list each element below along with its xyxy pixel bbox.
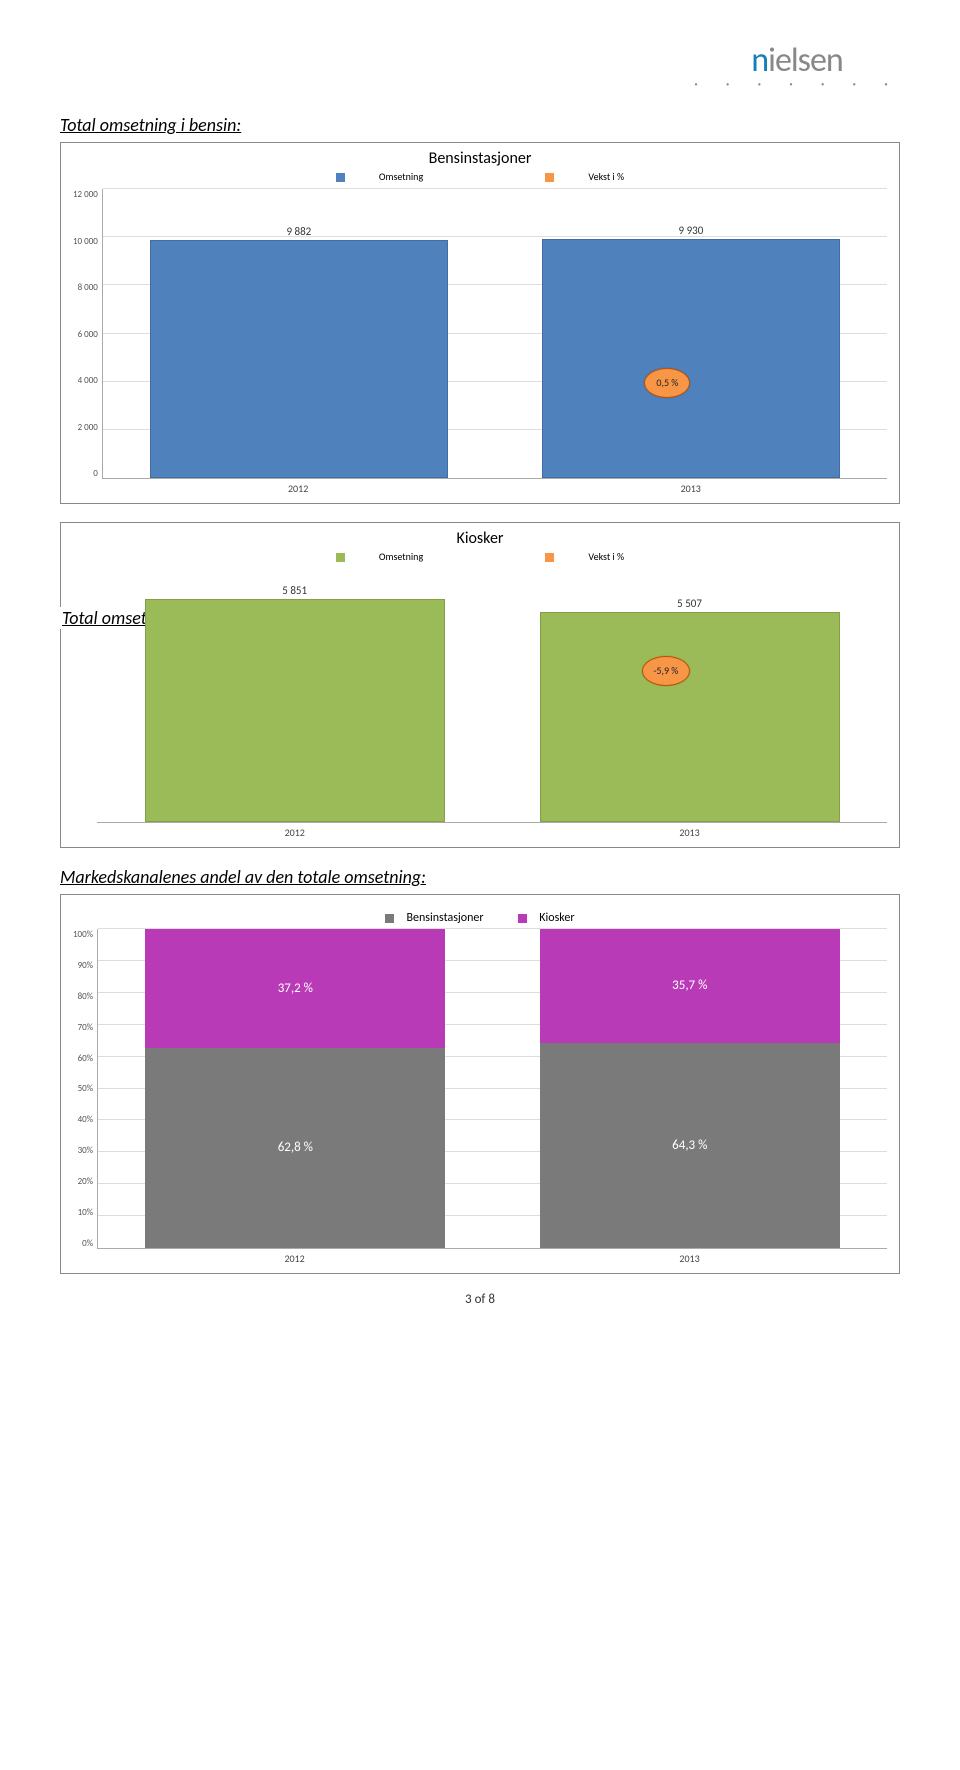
chart3-bar-1: 35,7 %64,3 % xyxy=(540,929,840,1248)
legend-box-kiosk3 xyxy=(518,914,527,923)
section-title-bensin: Total omsetning i bensin: xyxy=(60,114,900,136)
chart2-xlabel-1: 2013 xyxy=(679,826,699,839)
chart2-bar-label-1: 5 507 xyxy=(541,597,839,610)
legend-label-bensin3: Bensinstasjoner xyxy=(406,911,483,925)
chart2-bar-1: 5 507 xyxy=(540,612,840,822)
legend-box-vekst xyxy=(545,173,554,182)
legend-label-vekst2: Vekst i % xyxy=(588,550,624,563)
chart1-xlabel-1: 2013 xyxy=(681,482,701,495)
chart1-y-axis: 12 00010 0008 0006 0004 0002 0000 xyxy=(73,189,102,479)
chart3-y-axis: 100%90%80%70%60%50%40%30%20%10%0% xyxy=(73,929,97,1249)
chart2-bar-label-0: 5 851 xyxy=(146,584,444,597)
chart-bensinstasjoner: Bensinstasjoner Omsetning Vekst i % 12 0… xyxy=(60,142,900,504)
chart1-plot: 9 8829 9300,5 % xyxy=(102,189,887,479)
legend-label-kiosk3: Kiosker xyxy=(539,911,574,925)
page-footer: 3 of 8 xyxy=(60,1292,900,1307)
chart1-bar-label-0: 9 882 xyxy=(151,225,447,238)
chart1-bar-label-1: 9 930 xyxy=(543,224,839,237)
chart2-plot: 5 8515 507-5,9 % xyxy=(97,593,887,823)
chart3-seg-bottom-1: 64,3 % xyxy=(540,1043,840,1248)
chart3-xlabel-1: 2013 xyxy=(679,1252,699,1265)
section-title-andel: Markedskanalenes andel av den totale oms… xyxy=(60,866,900,888)
chart1-legend: Omsetning Vekst i % xyxy=(73,170,887,183)
chart1-bar-0: 9 882 xyxy=(150,240,448,478)
legend-box-vekst2 xyxy=(545,553,554,562)
chart1-bar-1: 9 930 xyxy=(542,239,840,478)
legend-label-omsetning: Omsetning xyxy=(379,170,423,183)
chart3-x-labels: 2012 2013 xyxy=(97,1252,887,1265)
legend-label-omsetning2: Omsetning xyxy=(379,550,423,563)
chart3-xlabel-0: 2012 xyxy=(284,1252,304,1265)
chart2-xlabel-0: 2012 xyxy=(285,826,305,839)
chart1-title: Bensinstasjoner xyxy=(73,149,887,168)
chart2-axes: 6 0005 0004 0003 0002 0001 0000 5 8515 5… xyxy=(73,593,887,839)
chart1-xlabel-0: 2012 xyxy=(288,482,308,495)
chart3-seg-top-1: 35,7 % xyxy=(540,929,840,1043)
chart1-vekst-badge: 0,5 % xyxy=(644,368,690,398)
chart-kiosker: Kiosker Omsetning Vekst i % Total omsetn… xyxy=(60,522,900,848)
chart2-vekst-badge: -5,9 % xyxy=(642,656,690,686)
chart2-x-labels: 2012 2013 xyxy=(97,826,887,839)
chart3-plot: 37,2 %62,8 % 35,7 %64,3 % xyxy=(97,929,887,1249)
logo-dots: · · · · · · · xyxy=(694,75,900,94)
chart1-x-labels: 2012 2013 xyxy=(102,482,887,495)
chart2-title: Kiosker xyxy=(73,529,887,548)
chart2-legend: Omsetning Vekst i % xyxy=(73,550,887,563)
chart3-axes: 100%90%80%70%60%50%40%30%20%10%0% 37,2 %… xyxy=(73,929,887,1265)
chart3-seg-bottom-0: 62,8 % xyxy=(145,1048,445,1248)
legend-label-vekst: Vekst i % xyxy=(588,170,624,183)
legend-box-omsetning xyxy=(336,173,345,182)
brand-logo: nielsen · · · · · · · xyxy=(60,40,900,94)
chart-andel: Bensinstasjoner Kiosker 100%90%80%70%60%… xyxy=(60,894,900,1274)
legend-box-omsetning2 xyxy=(336,553,345,562)
chart2-bar-0: 5 851 xyxy=(145,599,445,822)
chart3-bar-0: 37,2 %62,8 % xyxy=(145,929,445,1248)
chart3-legend: Bensinstasjoner Kiosker xyxy=(73,911,887,925)
chart3-seg-top-0: 37,2 % xyxy=(145,929,445,1048)
legend-box-bensin3 xyxy=(385,914,394,923)
chart1-axes: 12 00010 0008 0006 0004 0002 0000 9 882 9… xyxy=(73,189,887,495)
